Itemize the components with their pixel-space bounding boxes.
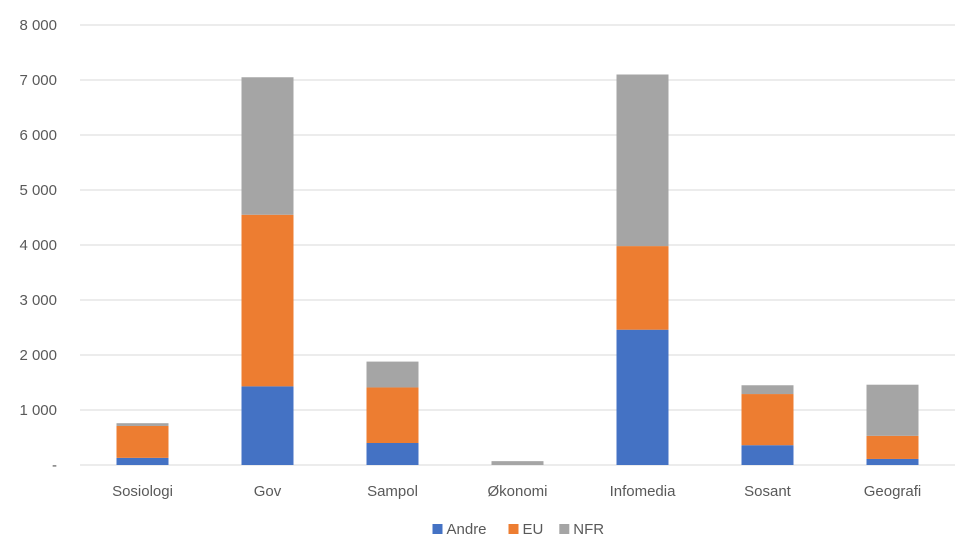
- bar-segment: [241, 386, 294, 465]
- gridlines: [80, 24, 955, 466]
- bar-segment: [491, 461, 544, 465]
- legend-swatch: [508, 524, 519, 534]
- x-category-label: Gov: [254, 483, 282, 500]
- bar-segment: [241, 214, 294, 387]
- bar-segment: [616, 74, 669, 247]
- y-tick-label: 1 000: [19, 402, 57, 419]
- legend-label: EU: [523, 521, 544, 538]
- legend: Andre EU NFR: [432, 521, 604, 538]
- bar-segment: [866, 458, 919, 465]
- y-tick-label: 2 000: [19, 347, 57, 364]
- bar-segment: [741, 445, 794, 465]
- x-category-label: Geografi: [864, 483, 922, 500]
- y-tick-label: 5 000: [19, 182, 57, 199]
- legend-label: NFR: [573, 521, 604, 538]
- y-tick-label: 7 000: [19, 72, 57, 89]
- bar-segment: [866, 435, 919, 459]
- bar-segment: [116, 457, 169, 465]
- bar-segment: [366, 443, 419, 465]
- legend-swatch: [432, 524, 443, 534]
- bar-segment: [116, 423, 169, 426]
- bar-segment: [616, 329, 669, 465]
- bar-segment: [866, 384, 919, 436]
- x-axis-categories: Sosiologi Gov Sampol Økonomi Infomedia Sosant…: [112, 483, 921, 500]
- y-tick-label: 4 000: [19, 237, 57, 254]
- legend-label: Andre: [447, 521, 487, 538]
- bar-segment: [741, 394, 794, 446]
- y-tick-label: -: [52, 457, 57, 474]
- legend-swatch: [559, 524, 570, 534]
- y-tick-label: 8 000: [19, 17, 57, 34]
- bar-segment: [366, 387, 419, 443]
- x-category-label: Økonomi: [487, 483, 547, 500]
- y-tick-label: 6 000: [19, 127, 57, 144]
- bar-segment: [616, 246, 669, 330]
- x-category-label: Sampol: [367, 483, 418, 500]
- x-category-label: Sosant: [744, 483, 792, 500]
- y-axis-ticks: - 1 000 2 000 3 000 4 000 5 000 6 000 7 000 8 00…: [19, 17, 57, 474]
- bar-segment: [116, 425, 169, 458]
- bar-segment: [366, 361, 419, 388]
- bar-segment: [741, 385, 794, 395]
- x-category-label: Infomedia: [610, 483, 677, 500]
- bar-segment: [241, 77, 294, 215]
- y-tick-label: 3 000: [19, 292, 57, 309]
- x-category-label: Sosiologi: [112, 483, 173, 500]
- bars: [116, 74, 919, 465]
